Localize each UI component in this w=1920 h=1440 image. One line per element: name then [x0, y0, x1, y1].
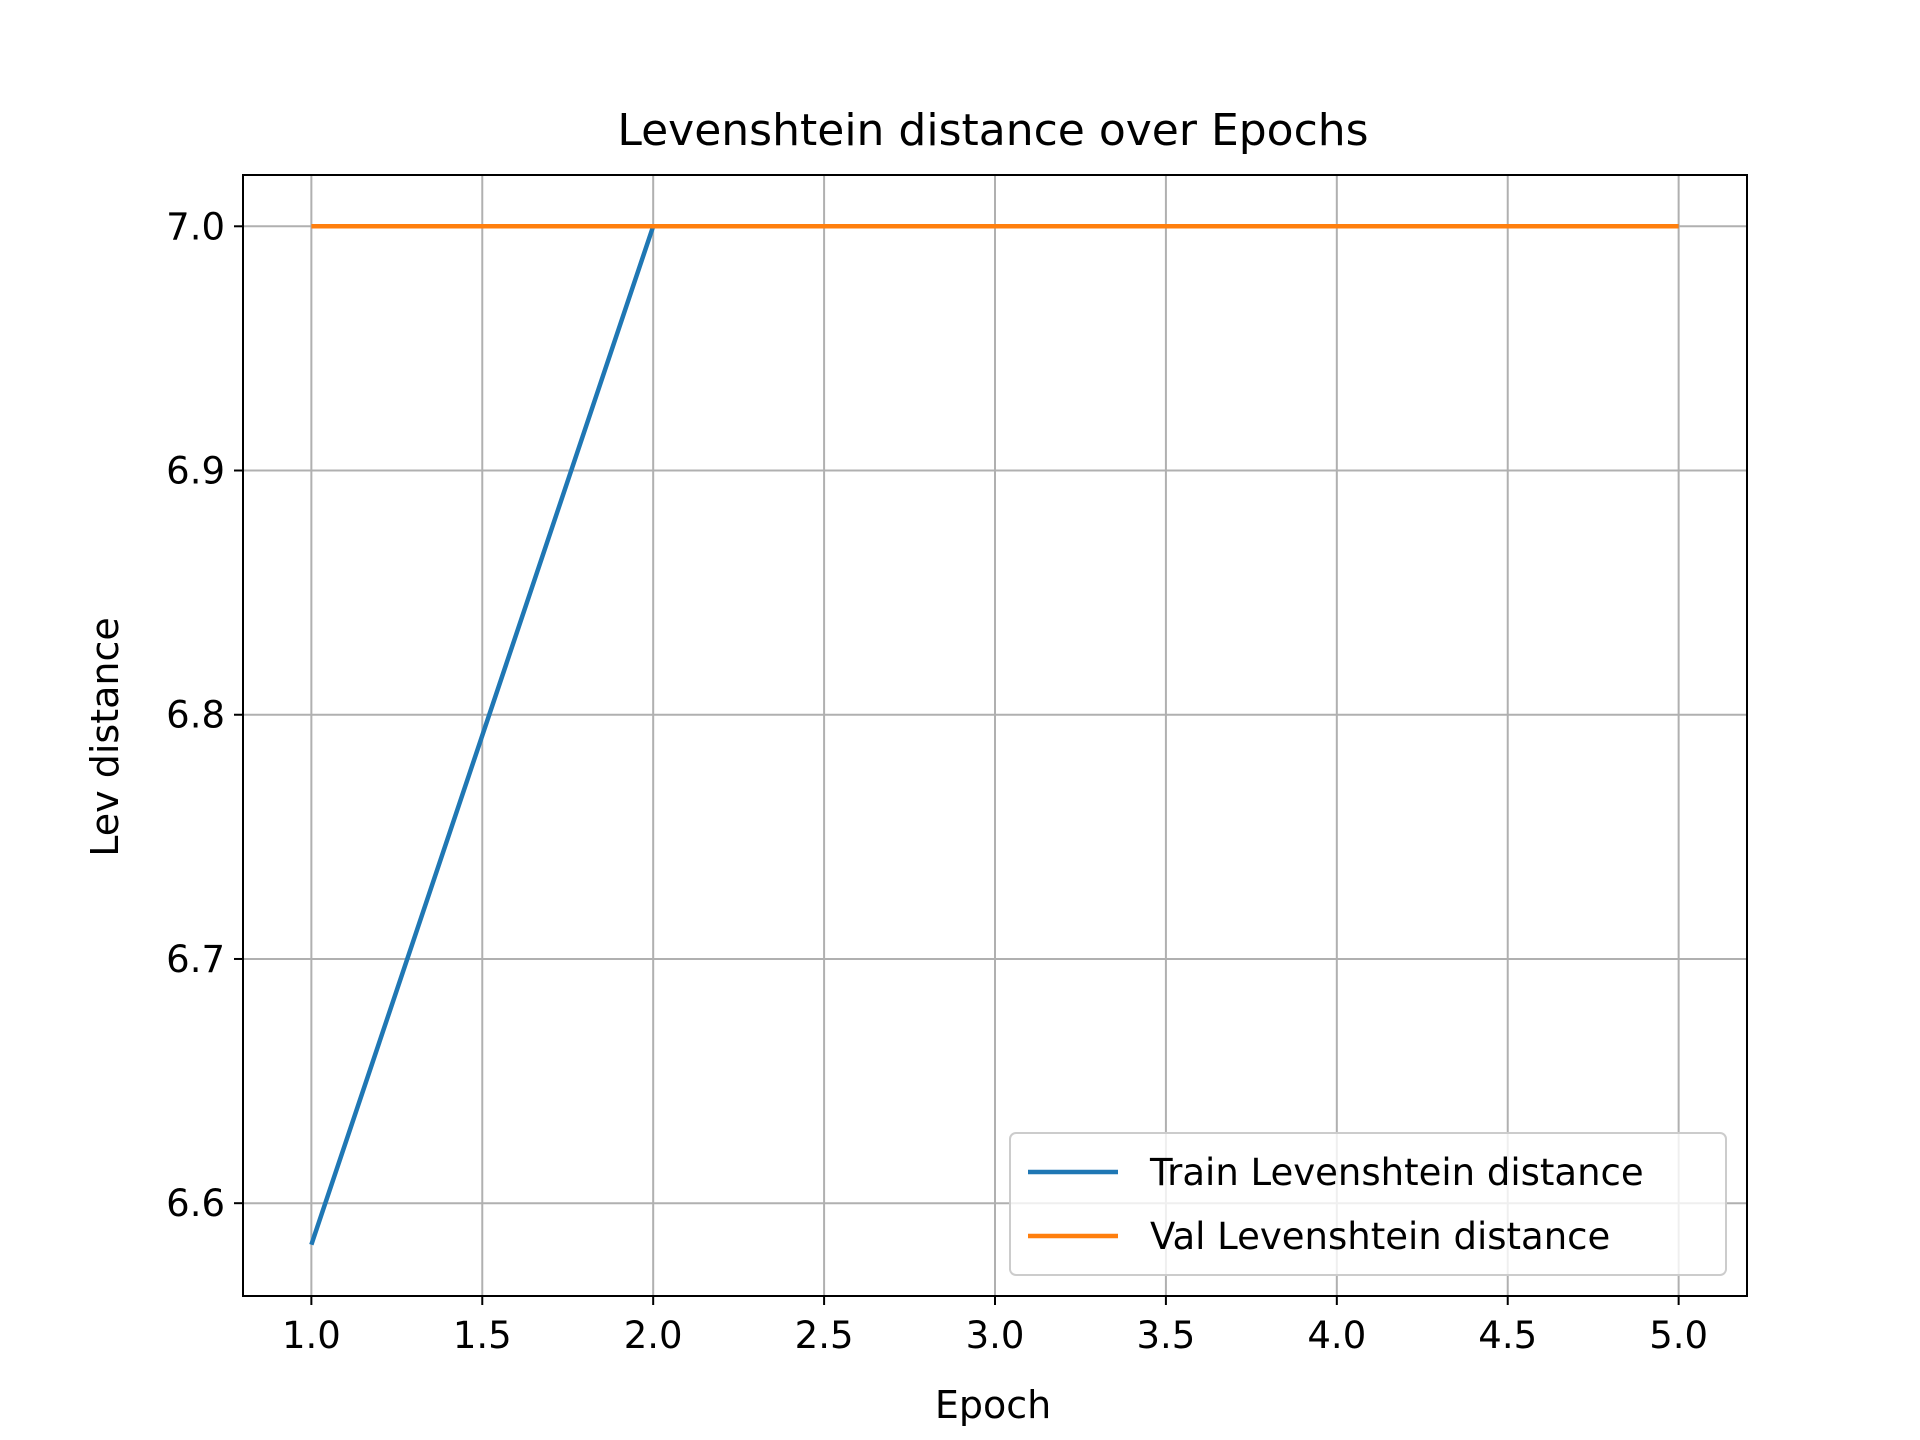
legend-label: Val Levenshtein distance [1150, 1215, 1610, 1258]
x-axis-label: Epoch [935, 1383, 1051, 1427]
chart-legend: Train Levenshtein distance Val Levenshtei… [1009, 1132, 1727, 1276]
y-tick-label: 6.7 [166, 938, 225, 981]
legend-label: Train Levenshtein distance [1149, 1151, 1644, 1194]
legend-box [1009, 1132, 1727, 1276]
y-tick-label: 7.0 [166, 205, 225, 248]
series-layer [309, 224, 1679, 1246]
x-tick-label: 3.0 [966, 1314, 1025, 1357]
x-tick-label: 2.5 [795, 1314, 854, 1357]
x-tick-label: 4.5 [1478, 1314, 1537, 1357]
y-tick-label: 6.9 [166, 450, 225, 493]
x-tick-label: 2.0 [624, 1314, 683, 1357]
x-tick-label: 3.5 [1136, 1314, 1195, 1357]
y-tick-label: 6.8 [166, 694, 225, 737]
y-axis-ticks: 6.6 6.7 6.8 6.9 7.0 [166, 205, 243, 1225]
x-tick-label: 1.5 [453, 1314, 512, 1357]
y-axis-label: Lev distance [83, 617, 127, 856]
x-tick-label: 1.0 [282, 1314, 341, 1357]
x-tick-label: 4.0 [1307, 1314, 1366, 1357]
y-tick-label: 6.6 [166, 1182, 225, 1225]
chart-title: Levenshtein distance over Epochs [617, 105, 1368, 156]
x-axis-ticks: 1.0 1.5 2.0 2.5 3.0 3.5 4.0 4.5 5.0 [282, 1296, 1708, 1357]
x-tick-label: 5.0 [1649, 1314, 1708, 1357]
